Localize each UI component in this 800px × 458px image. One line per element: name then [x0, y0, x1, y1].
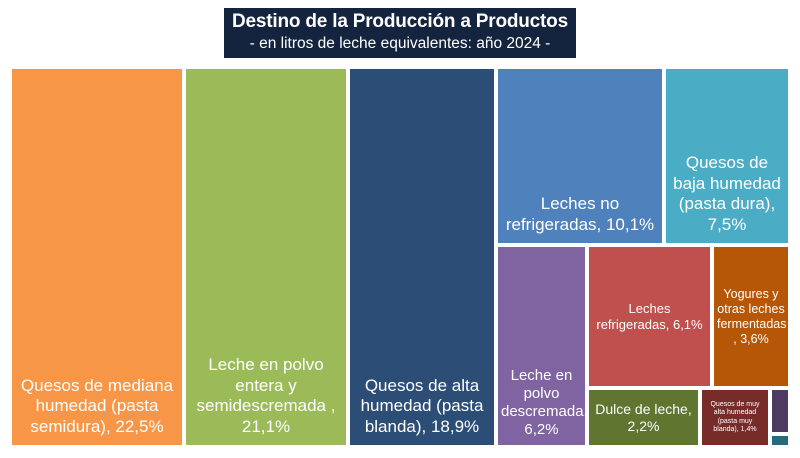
treemap-tile-label: Quesos de muy alta humedad (pasta muy bl… — [710, 400, 760, 433]
treemap-tile: Quesos de alta humedad (pasta blanda), 1… — [348, 67, 496, 447]
treemap-tile-label: Dulce de leche, 2,2% — [595, 400, 692, 434]
treemap-tile-label: Leches no refrigeradas, 10,1% — [505, 194, 655, 234]
treemap-tile: Leches no refrigeradas, 10,1% — [496, 67, 664, 245]
treemap-tile — [770, 388, 790, 434]
treemap-tile: Quesos de baja humedad (pasta dura), 7,5… — [664, 67, 790, 245]
treemap-tile-label: Yogures y otras leches fermentadas , 3,6… — [717, 286, 787, 346]
treemap-tile-label: Quesos de alta humedad (pasta blanda), 1… — [360, 375, 484, 436]
treemap-tile-label: Leche en polvo entera y semidescremada ,… — [196, 355, 336, 436]
treemap-tile-label: Leches refrigeradas, 6,1% — [596, 300, 703, 332]
treemap-tile — [770, 434, 790, 447]
treemap-tile-label: Leche en polvo descremada, 6,2% — [501, 367, 587, 438]
treemap-tile: Leche en polvo entera y semidescremada ,… — [184, 67, 348, 447]
chart-title-box: Destino de la Producción a Productos - e… — [224, 8, 576, 58]
treemap-tile: Yogures y otras leches fermentadas , 3,6… — [712, 245, 790, 388]
chart-subtitle: - en litros de leche equivalentes: año 2… — [249, 35, 551, 52]
treemap-tile: Leche en polvo descremada, 6,2% — [496, 245, 587, 447]
treemap-tile: Dulce de leche, 2,2% — [587, 388, 700, 447]
treemap-tile-label: Quesos de baja humedad (pasta dura), 7,5… — [673, 153, 781, 234]
treemap-tile-label: Quesos de mediana humedad (pasta semidur… — [20, 375, 174, 436]
chart-title: Destino de la Producción a Productos — [232, 11, 568, 32]
treemap-tile: Quesos de mediana humedad (pasta semidur… — [10, 67, 184, 447]
treemap-tile: Quesos de muy alta humedad (pasta muy bl… — [700, 388, 770, 447]
treemap-tile: Leches refrigeradas, 6,1% — [587, 245, 712, 388]
